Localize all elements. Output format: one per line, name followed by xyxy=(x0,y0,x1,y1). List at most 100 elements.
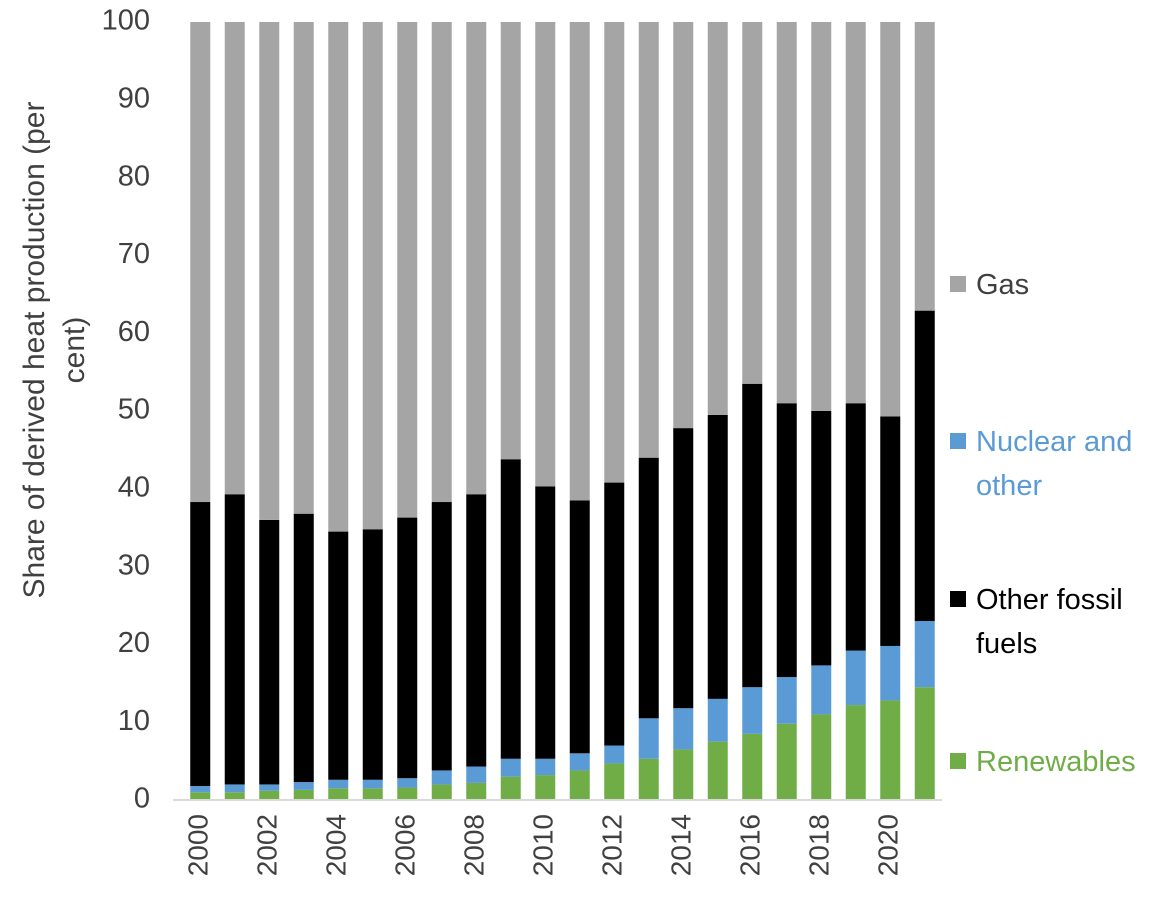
bar-segment xyxy=(190,22,211,503)
x-tick-label: 2002 xyxy=(252,814,283,876)
bar-segment xyxy=(914,22,935,311)
bar-segment xyxy=(707,698,728,742)
y-tick-label: 40 xyxy=(118,471,150,503)
bar-segment xyxy=(431,784,452,800)
bar-segment xyxy=(914,310,935,622)
bar-segment xyxy=(604,745,625,764)
bar-segment xyxy=(500,22,521,460)
bar-segment xyxy=(742,733,763,800)
y-tick-label: 100 xyxy=(102,5,150,37)
bar-segment xyxy=(397,787,418,800)
bar-segment xyxy=(707,741,728,800)
bar-segment xyxy=(259,790,280,800)
x-tick-label: 2020 xyxy=(873,814,904,876)
bar-segment xyxy=(328,779,349,789)
y-tick-label: 90 xyxy=(118,82,150,114)
legend-label: Other fossil fuels xyxy=(976,584,1123,660)
bar-segment xyxy=(914,687,935,800)
legend-swatch xyxy=(950,433,966,449)
bar-segment xyxy=(466,22,487,495)
bar-segment xyxy=(190,785,211,793)
bar-segment xyxy=(535,775,556,800)
bar-segment xyxy=(707,22,728,415)
bar-segment xyxy=(500,459,521,759)
bar-segment xyxy=(328,788,349,800)
bar-segment xyxy=(569,500,590,754)
bar-segment xyxy=(673,749,694,800)
x-tick-label: 2004 xyxy=(321,814,352,876)
bar-segment xyxy=(604,482,625,746)
bar-segment xyxy=(638,758,659,800)
bar-segment xyxy=(431,22,452,503)
bar-segment xyxy=(673,708,694,750)
bar-segment xyxy=(880,700,901,800)
bar-segment xyxy=(673,22,694,429)
bar-segment xyxy=(776,677,797,724)
legend-swatch xyxy=(950,276,966,292)
x-tick-label: 2012 xyxy=(597,814,628,876)
x-tick-label: 2010 xyxy=(528,814,559,876)
bar-segment xyxy=(535,758,556,776)
bar-segment xyxy=(431,502,452,771)
legend-label: Renewables xyxy=(976,746,1136,778)
bar-segment xyxy=(845,705,866,800)
bar-segment xyxy=(397,517,418,779)
x-tick-label: 2014 xyxy=(666,814,697,876)
bar-segment xyxy=(362,529,383,780)
bar-segment xyxy=(190,792,211,800)
bar-segment xyxy=(811,665,832,715)
bar-segment xyxy=(466,782,487,800)
bar-segment xyxy=(845,650,866,706)
bar-segment xyxy=(569,753,590,771)
bar-segment xyxy=(811,411,832,666)
bar-segment xyxy=(845,403,866,651)
bar-segment xyxy=(259,784,280,791)
legend-item: Gas xyxy=(950,263,1150,307)
bar-segment xyxy=(500,758,521,777)
bar-segment xyxy=(190,502,211,786)
bar-segment xyxy=(707,414,728,699)
bar-segment xyxy=(811,22,832,411)
x-tick-label: 2016 xyxy=(735,814,766,876)
bar-segment xyxy=(776,403,797,678)
bar-segment xyxy=(604,763,625,800)
bar-segment xyxy=(224,784,245,793)
bar-segment xyxy=(638,22,659,458)
bar-segment xyxy=(224,22,245,495)
bar-segment xyxy=(293,513,314,783)
bar-segment xyxy=(466,766,487,783)
bar-segment xyxy=(880,22,901,417)
bar-segment xyxy=(845,22,866,404)
legend-item: Nuclear and other xyxy=(950,420,1150,508)
y-tick-label: 0 xyxy=(134,783,150,815)
bar-segment xyxy=(742,22,763,384)
bar-segment xyxy=(328,531,349,780)
bar-segment xyxy=(535,22,556,487)
bar-segment xyxy=(673,428,694,709)
legend-item: Other fossil fuels xyxy=(950,578,1150,666)
legend-item: Renewables xyxy=(950,740,1150,784)
bar-segment xyxy=(362,788,383,800)
bar-segment xyxy=(742,687,763,734)
bar-segment xyxy=(293,22,314,514)
bar-segment xyxy=(638,718,659,759)
x-tick-label: 2000 xyxy=(183,814,214,876)
bar-segment xyxy=(811,714,832,800)
bar-segment xyxy=(880,645,901,701)
y-tick-label: 70 xyxy=(118,238,150,270)
bar-segment xyxy=(397,22,418,518)
bar-segment xyxy=(362,779,383,789)
x-tick-label: 2018 xyxy=(804,814,835,876)
x-tick-label: 2008 xyxy=(459,814,490,876)
bar-segment xyxy=(500,776,521,800)
y-tick-label: 10 xyxy=(118,705,150,737)
bar-segment xyxy=(604,22,625,483)
bar-segment xyxy=(776,723,797,800)
bar-segment xyxy=(776,22,797,404)
x-tick-label: 2006 xyxy=(390,814,421,876)
bar-segment xyxy=(638,457,659,719)
y-tick-label: 50 xyxy=(118,394,150,426)
bar-segment xyxy=(880,416,901,646)
bar-segment xyxy=(259,519,280,785)
